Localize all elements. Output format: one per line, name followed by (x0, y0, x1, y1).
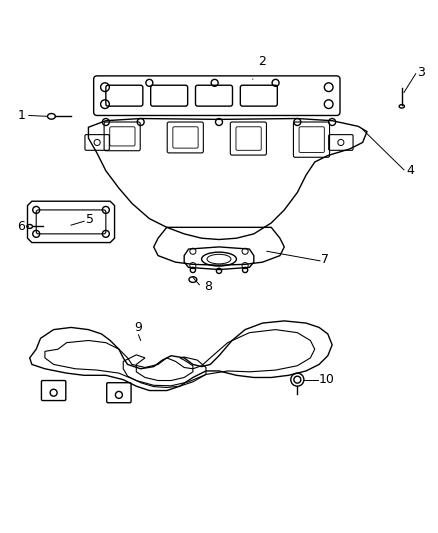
Text: 4: 4 (406, 164, 414, 177)
Text: 6: 6 (18, 220, 25, 233)
Text: 7: 7 (321, 254, 329, 266)
Text: 2: 2 (258, 54, 266, 68)
Text: 10: 10 (319, 373, 335, 386)
Text: 3: 3 (417, 66, 425, 79)
Text: 5: 5 (86, 213, 94, 226)
Text: 9: 9 (134, 321, 142, 334)
Text: 1: 1 (18, 109, 25, 122)
Text: 8: 8 (204, 280, 212, 293)
